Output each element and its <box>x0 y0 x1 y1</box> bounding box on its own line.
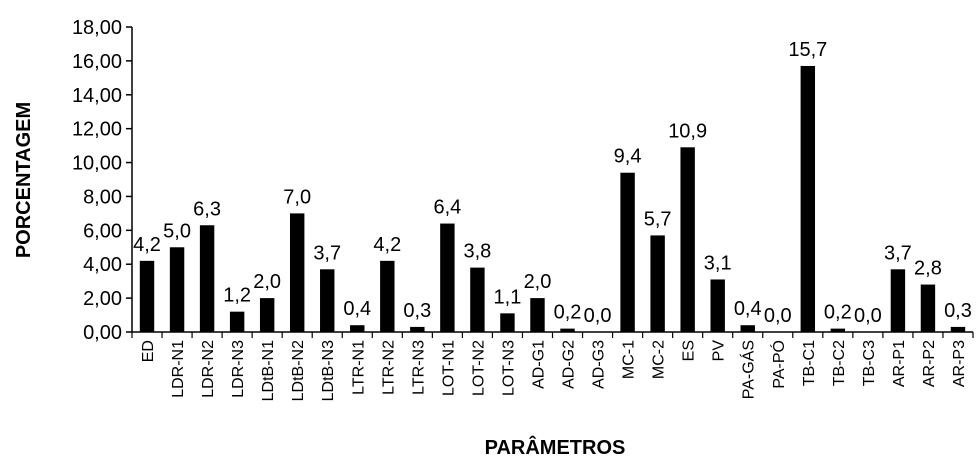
x-tick-label: LTR-N2 <box>380 340 397 395</box>
y-tick-label: 18,00 <box>72 17 122 39</box>
y-tick-label: 0,00 <box>83 322 122 344</box>
x-tick-label: AR-P2 <box>921 340 938 387</box>
bar <box>470 267 485 332</box>
x-tick-label: PA-GÁS <box>739 340 758 399</box>
data-label: 3,7 <box>313 242 341 264</box>
x-tick-label: AD-G3 <box>591 340 608 389</box>
y-tick-label: 16,00 <box>72 51 122 73</box>
bar <box>680 147 695 332</box>
data-label: 0,4 <box>343 298 371 320</box>
data-label: 4,2 <box>133 234 161 256</box>
data-label: 2,0 <box>253 271 281 293</box>
y-tick-label: 4,00 <box>83 254 122 276</box>
y-tick-label: 2,00 <box>83 288 122 310</box>
bar <box>740 325 755 332</box>
x-tick-label: MC-2 <box>651 340 668 379</box>
bar <box>650 235 665 332</box>
bar <box>950 326 966 332</box>
x-tick-label: LOT-N2 <box>470 340 487 396</box>
data-label: 9,4 <box>614 146 642 168</box>
data-label: 3,1 <box>704 252 732 274</box>
bars: 4,25,06,31,22,07,03,70,44,20,36,43,81,12… <box>133 39 972 332</box>
data-label: 0,4 <box>734 298 762 320</box>
x-tick-label: TB-C2 <box>831 340 848 386</box>
x-tick-label: LDtB-N3 <box>320 340 337 401</box>
data-label: 0,0 <box>584 305 612 327</box>
data-label: 0,0 <box>764 305 792 327</box>
data-label: 0,3 <box>944 300 972 322</box>
data-label: 0,0 <box>854 305 882 327</box>
bar <box>350 325 365 332</box>
data-label: 10,9 <box>668 120 707 142</box>
y-tick-label: 8,00 <box>83 186 122 208</box>
x-tick-label: AR-P1 <box>891 340 908 387</box>
data-label: 2,8 <box>914 258 942 280</box>
data-label: 1,2 <box>223 285 251 307</box>
bar <box>289 213 305 332</box>
x-tick-label: ED <box>140 340 157 362</box>
x-tick-label: LTR-N3 <box>410 340 427 395</box>
y-tick-label: 14,00 <box>72 85 122 107</box>
x-tick-label: LDtB-N2 <box>290 340 307 401</box>
data-label: 3,8 <box>464 241 492 263</box>
data-label: 6,4 <box>433 197 461 219</box>
x-axis: ED LDR-N1 LDR-N2 LDR-N3 LDtB-N1 LDtB-N2 LDtB-N… <box>131 331 974 401</box>
bar <box>380 260 395 332</box>
bar <box>410 326 425 332</box>
data-label: 0,2 <box>824 302 852 324</box>
x-tick-label: PV <box>711 340 728 362</box>
x-axis-title: PARÂMETROS <box>485 435 626 459</box>
bar <box>530 298 545 332</box>
data-label: 15,7 <box>788 39 827 61</box>
data-label: 0,2 <box>554 302 582 324</box>
x-tick-label: ES <box>681 340 698 361</box>
bar <box>830 328 846 332</box>
data-label: 6,3 <box>193 198 221 220</box>
bar <box>229 311 245 332</box>
bar <box>620 172 635 332</box>
bar <box>440 223 455 332</box>
data-label: 1,1 <box>494 286 522 308</box>
x-tick-label: PA-PÓ <box>769 340 788 389</box>
x-tick-label: LOT-N1 <box>440 340 457 396</box>
data-label: 7,0 <box>283 186 311 208</box>
bar <box>800 65 816 332</box>
bar <box>920 284 936 332</box>
data-label: 0,3 <box>403 300 431 322</box>
x-tick-label: TB-C3 <box>861 340 878 386</box>
y-axis: 0,00 2,00 4,00 6,00 8,00 10,00 12,00 14,00 16,00… <box>72 17 133 344</box>
x-tick-label: AR-P3 <box>951 340 968 387</box>
data-label: 2,0 <box>524 271 552 293</box>
data-label: 5,0 <box>163 220 191 242</box>
bar <box>710 279 725 332</box>
data-label: 5,7 <box>644 208 672 230</box>
x-tick-label: LTR-N1 <box>350 340 367 395</box>
y-tick-label: 10,00 <box>72 153 122 175</box>
bar <box>169 247 185 332</box>
x-tick-label: MC-1 <box>621 340 638 379</box>
y-axis-title: PORCENTAGEM <box>13 102 35 258</box>
x-tick-label: AD-G1 <box>530 340 547 389</box>
x-tick-label: LDR-N1 <box>170 340 187 398</box>
bar <box>560 328 575 332</box>
bar <box>320 269 335 332</box>
y-tick-label: 6,00 <box>83 220 122 242</box>
x-tick-label: LDR-N2 <box>200 340 217 398</box>
data-label: 3,7 <box>884 242 912 264</box>
bar <box>259 298 275 332</box>
bar <box>890 269 906 332</box>
bar <box>199 225 215 332</box>
x-tick-label: LDtB-N1 <box>260 340 277 401</box>
bar <box>139 260 155 332</box>
x-tick-label: LDR-N3 <box>230 340 247 398</box>
bar <box>500 313 515 332</box>
y-tick-label: 12,00 <box>72 119 122 141</box>
data-label: 4,2 <box>373 234 401 256</box>
x-tick-label: LOT-N3 <box>500 340 517 396</box>
x-tick-label: AD-G2 <box>561 340 578 389</box>
x-tick-label: TB-C1 <box>801 340 818 386</box>
